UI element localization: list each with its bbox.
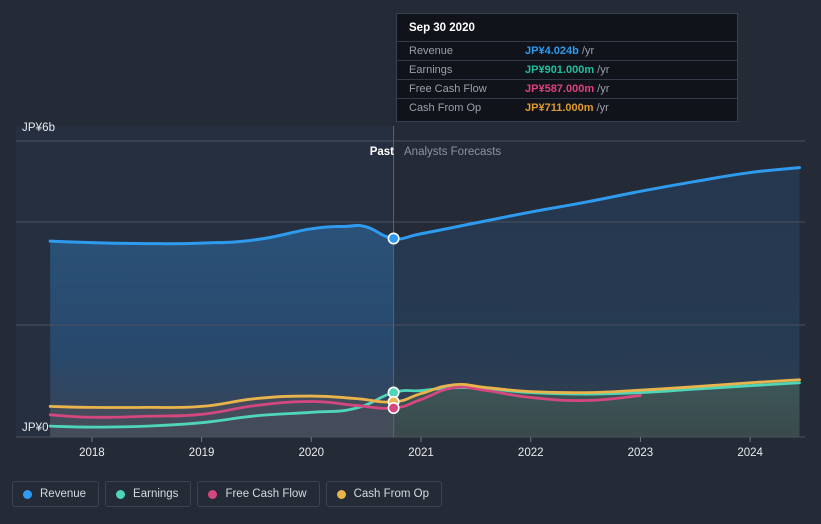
tooltip-metric-label: Cash From Op [397,98,525,117]
tooltip-metric-label: Free Cash Flow [397,79,525,99]
legend-color-dot-icon [208,489,218,499]
x-axis-tick-2019: 2019 [188,447,215,459]
legend-color-dot-icon [23,489,32,499]
tooltip-row: Cash From Op JP¥711.000m /yr [397,98,737,117]
tooltip-metric-value: JP¥901.000m /yr [525,60,737,80]
legend-item-cash-from-op[interactable]: Cash From Op [325,481,443,507]
tooltip-date: Sep 30 2020 [409,22,475,34]
tooltip-row: Revenue JP¥4.024b /yr [397,41,737,61]
forecast-period-label: Analysts Forecasts [404,146,502,158]
x-axis-tick-2023: 2023 [627,447,654,459]
data-point-tooltip: Sep 30 2020 Revenue JP¥4.024b /yr Earnings… [396,13,738,122]
x-axis-tick-2018: 2018 [79,447,105,459]
tooltip-metric-value: JP¥587.000m /yr [525,79,737,99]
legend-label: Cash From Op [353,488,430,500]
legend-label: Free Cash Flow [225,488,307,500]
past-period-label: Past [369,146,394,158]
tooltip-unit: /yr [593,102,609,114]
tooltip-metric-label: Revenue [397,41,525,61]
y-axis-label-bottom: JP¥0 [22,422,49,434]
legend-label: Earnings [133,488,179,500]
legend-item-free-cash-flow[interactable]: Free Cash Flow [197,481,320,507]
tooltip-unit: /yr [594,83,610,95]
chart-legend[interactable]: Revenue Earnings Free Cash Flow Cash From O… [12,481,443,507]
legend-item-earnings[interactable]: Earnings [105,481,192,507]
tooltip-metric-label: Earnings [397,60,525,80]
tooltip-metric-value: JP¥4.024b /yr [525,41,737,61]
tooltip-amount: JP¥901.000m [525,64,595,76]
x-axis-tick-2024: 2024 [737,447,763,459]
tooltip-table: Revenue JP¥4.024b /yr Earnings JP¥901.000m … [397,41,737,117]
x-axis-tick-2020: 2020 [298,447,325,459]
tooltip-unit: /yr [594,64,610,76]
tooltip-amount: JP¥711.000m [525,102,594,114]
tooltip-metric-value: JP¥711.000m /yr [525,98,737,117]
y-axis-label-top: JP¥6b [22,122,56,134]
legend-color-dot-icon [116,489,126,499]
tooltip-row: Free Cash Flow JP¥587.000m /yr [397,79,737,99]
tooltip-amount: JP¥4.024b [525,45,579,57]
tooltip-unit: /yr [578,45,595,57]
x-axis-tick-2022: 2022 [517,447,544,459]
legend-item-revenue[interactable]: Revenue [12,481,100,507]
x-axis-tick-2021: 2021 [408,447,434,459]
legend-color-dot-icon [336,489,346,499]
legend-label: Revenue [40,488,87,500]
tooltip-amount: JP¥587.000m [525,83,595,95]
tooltip-row: Earnings JP¥901.000m /yr [397,60,737,80]
